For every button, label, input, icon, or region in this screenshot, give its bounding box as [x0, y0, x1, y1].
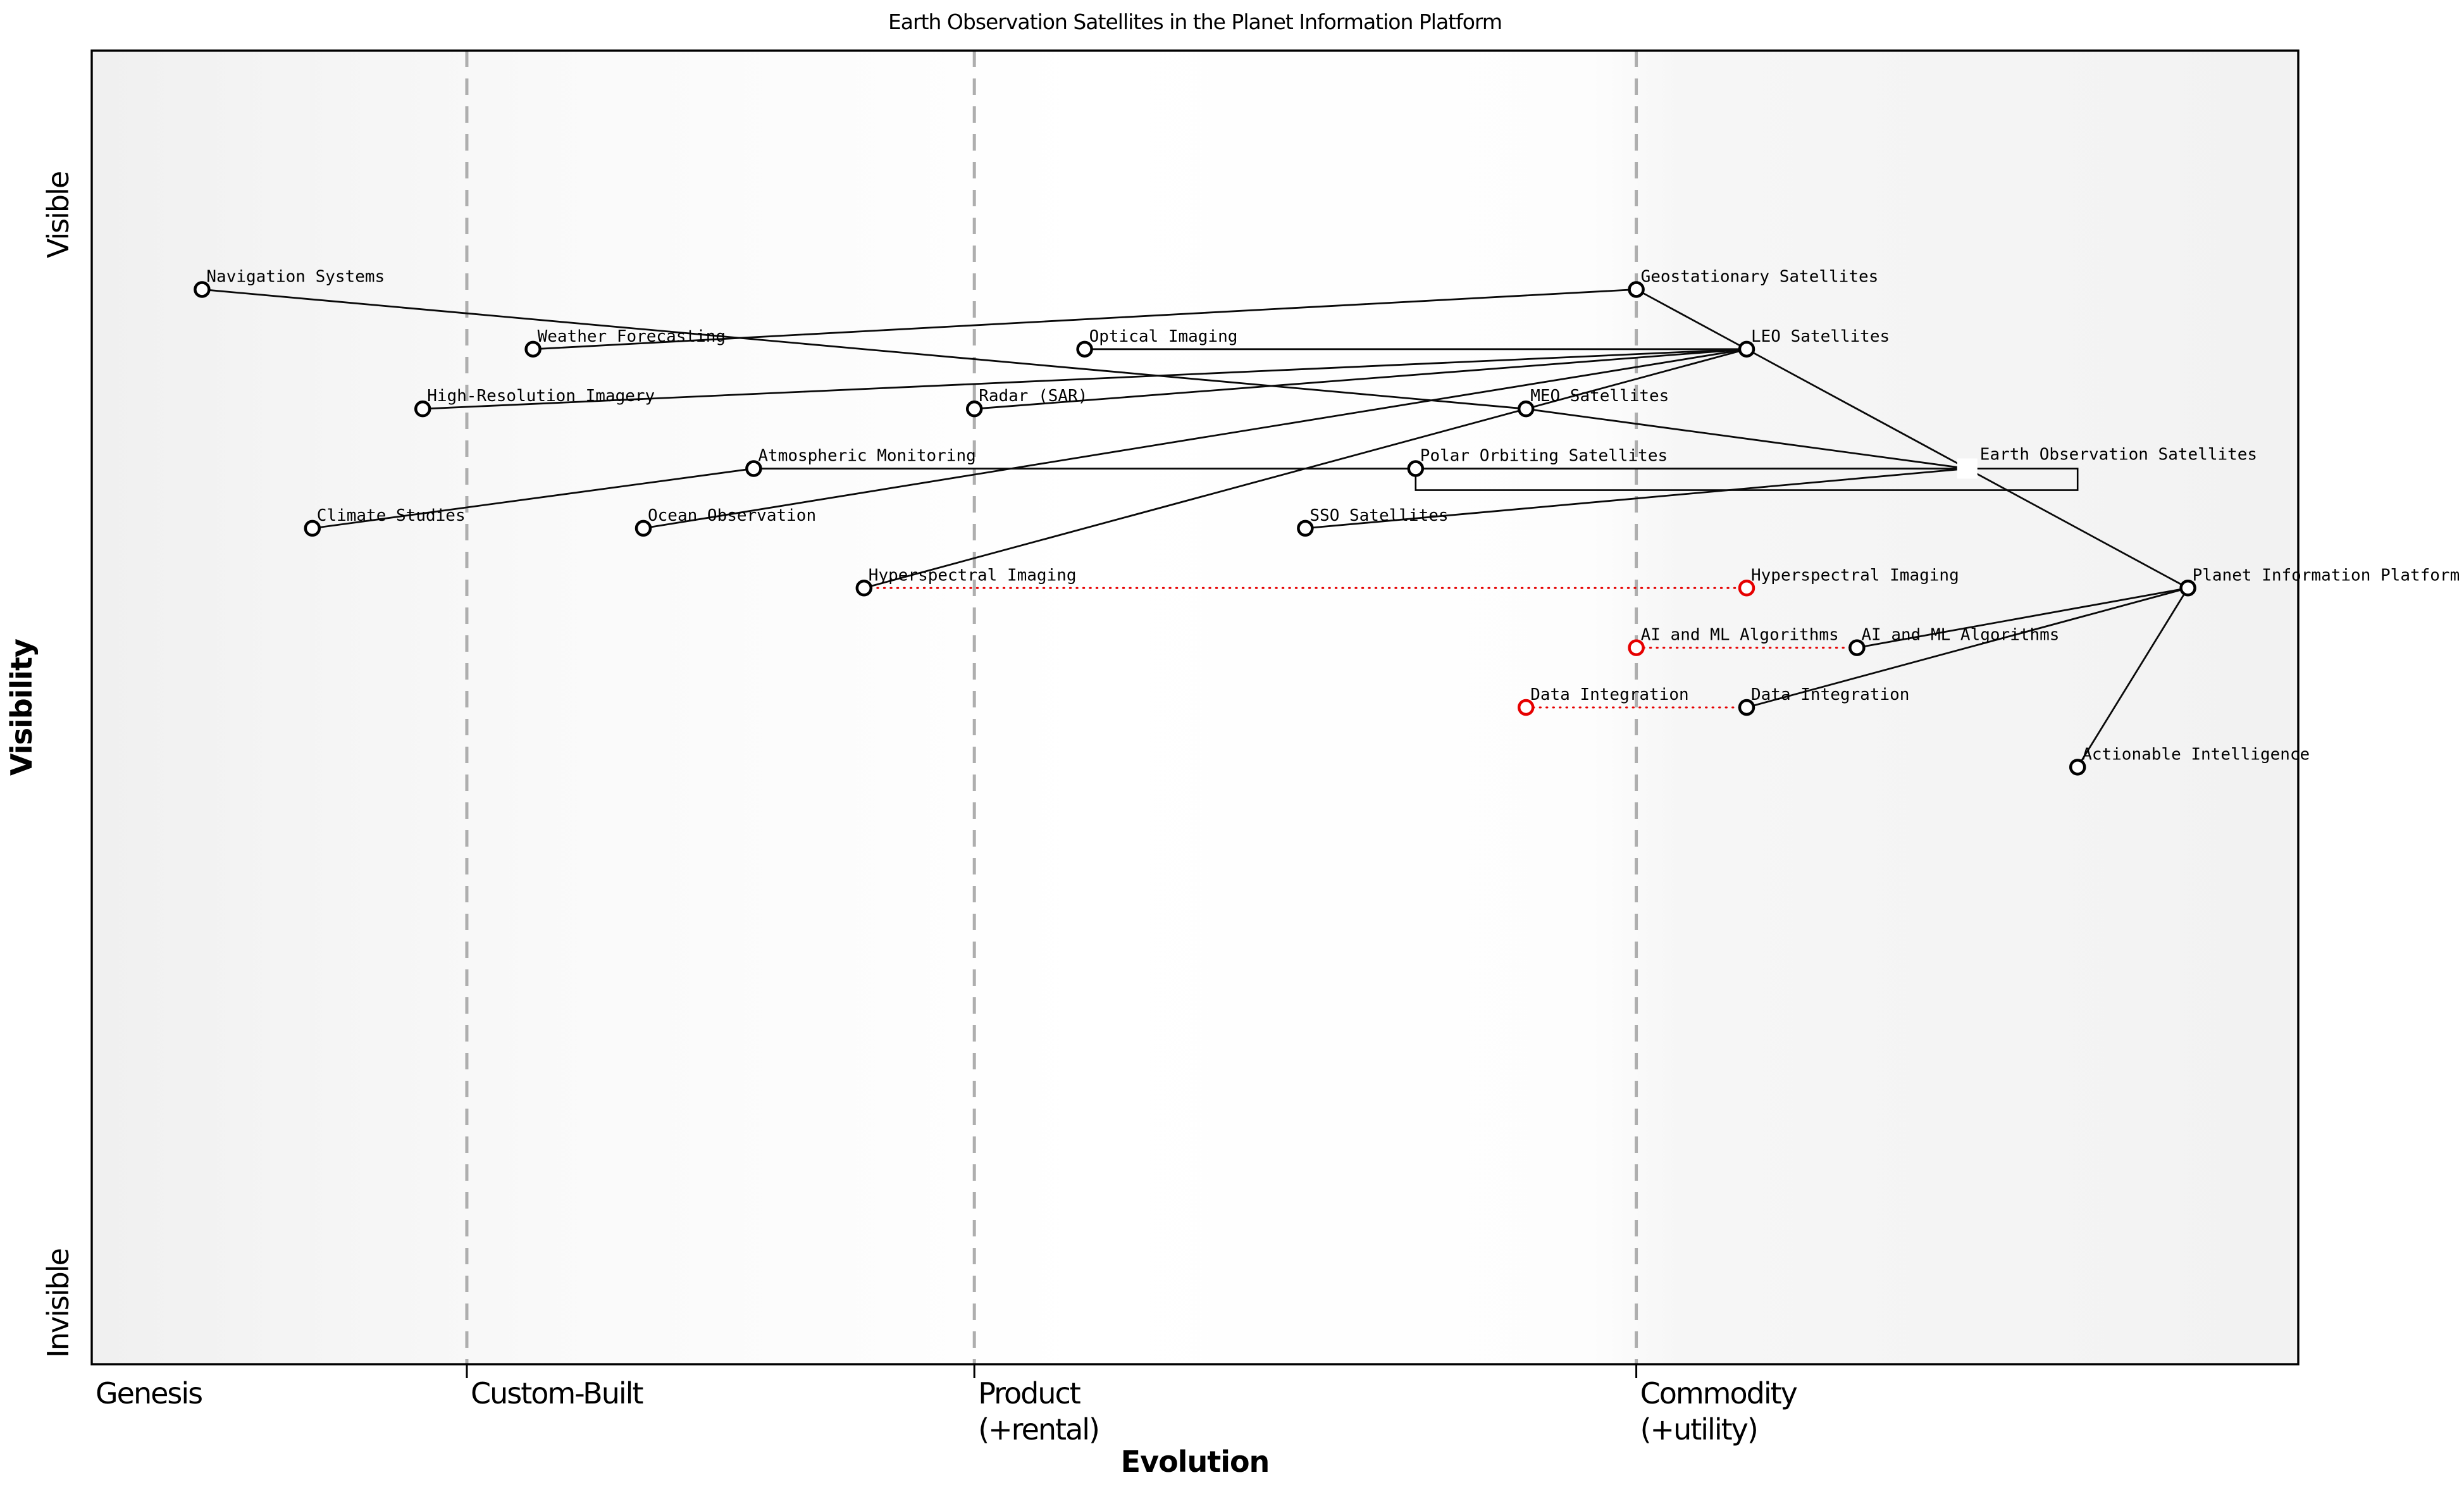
- node-data-integration: [1738, 699, 1755, 716]
- node-optical-imaging: [1076, 340, 1093, 358]
- node-label-meo-satellites: MEO Satellites: [1530, 387, 1669, 406]
- node-label-ai-and-ml-algorithms: AI and ML Algorithms: [1861, 626, 2059, 645]
- node-label-optical-imaging: Optical Imaging: [1089, 327, 1238, 346]
- edge-geostationary-satellites--leo-satellites: [1635, 289, 1747, 351]
- node-hyperspectral-imaging: [855, 580, 873, 597]
- edge-meo-satellites--earth-observation-satellites: [1526, 408, 1967, 470]
- evolved-node-hyperspectral-imaging: [1738, 580, 1755, 597]
- y-label-invisible: Invisible: [41, 1249, 75, 1358]
- node-planet-information-platform: [2179, 580, 2196, 597]
- x-tick-label-product: Product: [978, 1376, 1080, 1410]
- edge-ocean-observation--leo-satellites: [643, 348, 1747, 530]
- edge-navigation-systems--meo-satellites: [202, 289, 1526, 410]
- node-label-atmospheric-monitoring: Atmospheric Monitoring: [758, 447, 975, 466]
- edge-hyperspectral-imaging--leo-satellites: [864, 348, 1747, 589]
- edge-data-integration--planet-information-platform: [1746, 587, 2188, 709]
- evolved-node-label-hyperspectral-imaging: Hyperspectral Imaging: [1751, 566, 1959, 585]
- edge-weather-forecasting--geostationary-satellites: [533, 289, 1637, 351]
- edge-earth-observation-satellites--planet-information-platform: [1967, 468, 2189, 589]
- node-meo-satellites: [1517, 400, 1535, 418]
- node-high-resolution-imagery: [414, 400, 431, 418]
- x-tick-label-custom-built: Custom-Built: [471, 1376, 643, 1410]
- plot-background: [92, 51, 2298, 1364]
- evolved-node-label-ai-and-ml-algorithms: AI and ML Algorithms: [1641, 626, 1839, 645]
- node-label-weather-forecasting: Weather Forecasting: [538, 327, 726, 346]
- node-label-high-resolution-imagery: High-Resolution Imagery: [427, 387, 655, 406]
- node-label-data-integration: Data Integration: [1751, 685, 1909, 704]
- evolved-node-data-integration: [1517, 699, 1535, 716]
- node-ocean-observation: [635, 520, 652, 537]
- node-actionable-intelligence: [2069, 759, 2086, 776]
- node-ai-and-ml-algorithms: [1848, 639, 1866, 656]
- node-label-hyperspectral-imaging: Hyperspectral Imaging: [869, 566, 1077, 585]
- node-climate-studies: [304, 520, 321, 537]
- plot-area: Navigation Systems Weather Forecasting Hig…: [4, 9, 2460, 1479]
- evolved-node-ai-and-ml-algorithms: [1628, 639, 1645, 656]
- plot-border: [90, 49, 2300, 1366]
- y-label-visible: Visible: [41, 172, 75, 258]
- x-tick-label-utility: (+utility): [1640, 1412, 1757, 1447]
- edge-radar-sar--leo-satellites: [974, 348, 1747, 410]
- node-weather-forecasting: [524, 340, 542, 358]
- node-leo-satellites: [1738, 340, 1755, 358]
- edge-sso-satellites--earth-observation-satellites: [1305, 468, 1967, 530]
- edge-high-resolution-imagery--leo-satellites: [423, 348, 1747, 410]
- map-title: Earth Observation Satellites in the Plan…: [888, 9, 1502, 34]
- node-label-radar-sar: Radar (SAR): [979, 387, 1087, 406]
- x-axis-title: Evolution: [1121, 1445, 1270, 1479]
- node-sso-satellites: [1297, 520, 1314, 537]
- y-axis-title: Visibility: [4, 638, 39, 776]
- x-tick-label-commodity: Commodity: [1640, 1376, 1797, 1410]
- node-earth-observation-satellites: [1957, 458, 1978, 479]
- node-label-ocean-observation: Ocean Observation: [648, 506, 816, 525]
- node-radar-sar: [965, 400, 983, 418]
- node-polar-orbiting-satellites: [1407, 460, 1425, 477]
- node-geostationary-satellites: [1628, 281, 1645, 298]
- edge-ai-and-ml-algorithms--planet-information-platform: [1857, 587, 2188, 649]
- node-atmospheric-monitoring: [745, 460, 762, 477]
- node-label-earth-observation-satellites: Earth Observation Satellites: [1980, 445, 2257, 464]
- edge-leo-satellites--earth-observation-satellites: [1746, 348, 1968, 470]
- node-label-leo-satellites: LEO Satellites: [1751, 327, 1890, 346]
- x-tick-label-rental: (+rental): [978, 1412, 1099, 1447]
- node-label-polar-orbiting-satellites: Polar Orbiting Satellites: [1420, 447, 1668, 466]
- edge-actionable-intelligence--planet-information-platform: [2077, 587, 2189, 768]
- node-label-planet-information-platform: Planet Information Platform: [2193, 566, 2460, 585]
- node-label-climate-studies: Climate Studies: [317, 506, 466, 525]
- node-label-sso-satellites: SSO Satellites: [1309, 506, 1448, 525]
- evolved-node-label-data-integration: Data Integration: [1530, 685, 1688, 704]
- edge-climate-studies--atmospheric-monitoring: [312, 468, 754, 530]
- node-label-navigation-systems: Navigation Systems: [206, 267, 385, 286]
- node-navigation-systems: [194, 281, 211, 298]
- node-label-actionable-intelligence: Actionable Intelligence: [2082, 745, 2310, 764]
- x-tick-label-genesis: Genesis: [96, 1376, 202, 1410]
- node-label-geostationary-satellites: Geostationary Satellites: [1641, 267, 1879, 286]
